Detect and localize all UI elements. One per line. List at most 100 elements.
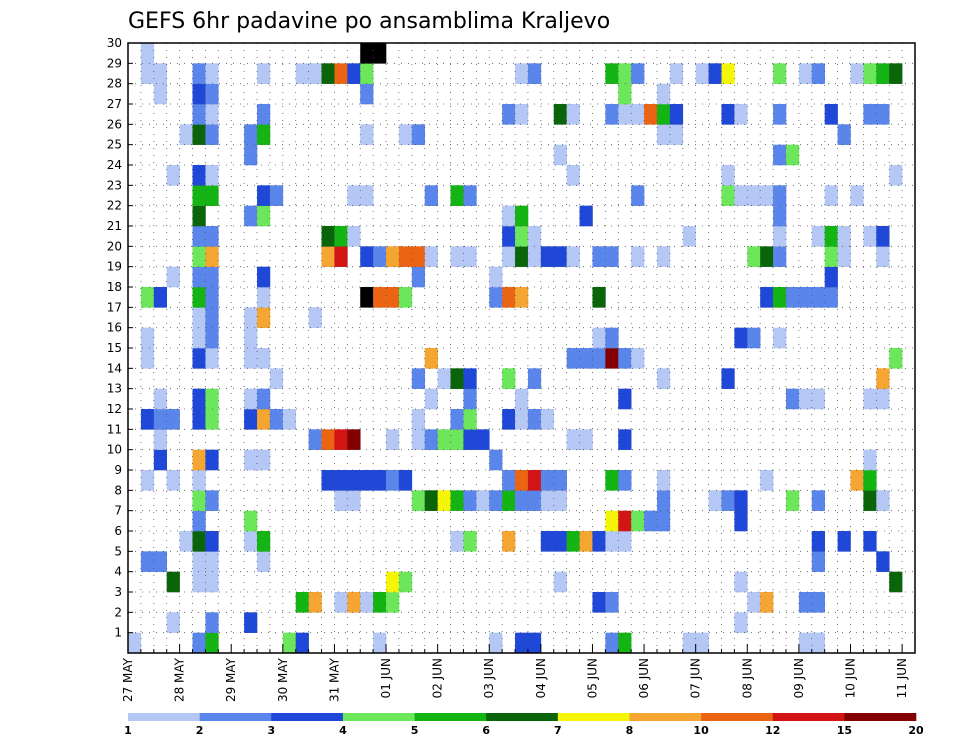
precip-cell — [734, 327, 748, 349]
precip-cell — [618, 104, 632, 125]
precip-cell — [476, 490, 490, 511]
precip-cell — [334, 63, 348, 84]
precip-cell — [605, 327, 619, 349]
y-tick-label: 13 — [107, 382, 122, 396]
precip-cell — [153, 287, 167, 308]
precip-cell — [437, 368, 451, 389]
x-tick-label: 03 JUN — [482, 658, 496, 698]
precip-cell — [515, 205, 529, 227]
precip-cell — [592, 246, 606, 267]
y-tick-label: 30 — [107, 36, 122, 50]
precip-cell — [205, 551, 219, 572]
x-tick-label: 01 JUN — [379, 658, 393, 698]
precip-cell — [592, 287, 606, 308]
precip-cell — [411, 124, 426, 145]
precip-cell — [656, 470, 671, 491]
precip-cell — [540, 531, 555, 552]
precip-cell — [373, 43, 387, 64]
precip-cell — [257, 185, 271, 206]
precip-cell — [553, 104, 567, 125]
precip-cell — [205, 632, 219, 654]
precip-cell — [450, 490, 464, 511]
precip-cell — [244, 510, 258, 532]
precip-cell — [798, 632, 813, 654]
precip-cell — [605, 592, 619, 613]
precip-cell — [824, 266, 838, 288]
precip-cell — [192, 531, 206, 552]
precip-cell — [424, 429, 438, 450]
precip-cell — [205, 185, 219, 206]
precip-cell — [386, 470, 400, 491]
precip-cell — [489, 632, 503, 654]
precip-cell — [140, 43, 155, 64]
legend-swatch — [557, 713, 630, 721]
precip-cell — [192, 510, 206, 532]
precip-cell — [244, 409, 258, 430]
precip-cell — [515, 63, 529, 84]
precip-cell — [269, 368, 284, 389]
precip-cell — [747, 327, 761, 349]
precip-cell — [837, 246, 851, 267]
precip-cell — [360, 470, 374, 491]
precip-cell — [489, 449, 503, 471]
x-tick-label: 28 MAY — [173, 657, 187, 702]
precip-cell — [773, 287, 787, 308]
precip-cell — [334, 592, 348, 613]
precip-cell — [618, 83, 632, 105]
precip-cell — [192, 348, 206, 369]
precip-cell — [540, 470, 555, 491]
precip-cell — [863, 449, 877, 471]
precip-cell — [192, 551, 206, 572]
precip-cell — [411, 368, 426, 389]
precip-cell — [527, 63, 542, 84]
precip-cell — [824, 104, 838, 125]
precip-cell — [785, 490, 800, 511]
precip-cell — [205, 83, 219, 105]
precip-cell — [734, 104, 748, 125]
precip-cell — [153, 551, 167, 572]
y-tick-label: 21 — [107, 219, 122, 233]
precip-cell — [644, 510, 658, 532]
precip-cell — [360, 287, 374, 308]
precip-cell — [269, 185, 284, 206]
precip-cell — [153, 429, 167, 450]
precip-cell — [424, 348, 438, 369]
precip-cell — [140, 470, 155, 491]
precip-cell — [295, 592, 309, 613]
legend-label: 6 — [482, 724, 490, 737]
precip-cell — [785, 144, 800, 166]
precip-cell — [527, 409, 542, 430]
precip-cell — [308, 307, 322, 328]
color-legend: 1 2 3 4 5 6 7 8 10 12 15 20 — [124, 713, 924, 737]
legend-swatch — [414, 713, 487, 721]
precip-cell — [540, 246, 555, 267]
precip-cell — [863, 226, 877, 247]
precip-cell — [760, 287, 774, 308]
precip-cell — [205, 63, 219, 84]
precip-cell — [321, 470, 335, 491]
legend-label: 8 — [626, 724, 634, 737]
precip-cell — [863, 104, 877, 125]
x-tick-label: 27 MAY — [121, 657, 135, 702]
precip-cell — [386, 429, 400, 450]
precip-cell — [876, 368, 890, 389]
precip-cell — [463, 490, 477, 511]
precip-cell — [257, 205, 271, 227]
precip-cell — [682, 632, 696, 654]
precip-cell — [708, 490, 722, 511]
precip-cell — [721, 490, 735, 511]
precip-cell — [166, 571, 180, 593]
precip-cell — [876, 63, 890, 84]
precip-cell — [334, 490, 348, 511]
precip-cell — [837, 124, 851, 145]
precip-cell — [605, 246, 619, 267]
precip-cell — [205, 449, 219, 471]
precip-cell — [502, 104, 516, 125]
precip-cell — [889, 571, 903, 593]
precip-cell — [424, 185, 438, 206]
precip-cell — [398, 470, 413, 491]
precip-cell — [450, 185, 464, 206]
precip-cell — [398, 246, 413, 267]
precip-cell — [244, 124, 258, 145]
precip-cell — [463, 368, 477, 389]
